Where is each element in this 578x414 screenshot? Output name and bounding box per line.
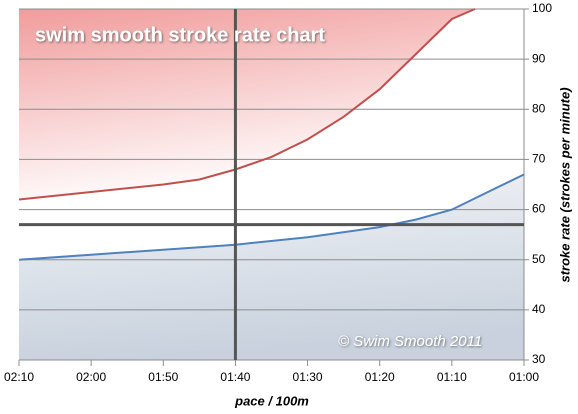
x-tick-label: 02:10 [4,370,34,384]
watermark: © Swim Smooth 2011 [338,333,482,350]
x-tick-label: 02:00 [76,370,106,384]
x-tick-label: 01:30 [293,370,323,384]
chart-title: swim smooth stroke rate chart [35,24,325,46]
y-tick-label: 80 [532,101,546,115]
y-tick-label: 60 [532,202,546,216]
x-tick-label: 01:20 [365,370,395,384]
y-axis-title: stroke rate (strokes per minute) [557,87,572,282]
x-tick-label: 01:00 [509,370,539,384]
area [19,174,524,360]
line [18,8,476,201]
y-tick-label: 50 [532,252,546,266]
y-tick-label: 40 [532,302,546,316]
y-tick-label: 90 [532,51,546,65]
x-tick-label: 01:40 [220,370,250,384]
line [18,173,525,261]
x-axis-title: pace / 100m [234,393,309,408]
x-tick-label: 01:10 [437,370,467,384]
area [19,9,475,200]
y-tick-label: 70 [532,152,546,166]
y-tick-label: 100 [532,1,552,15]
y-tick-label: 30 [532,352,546,366]
x-tick-label: 01:50 [148,370,178,384]
